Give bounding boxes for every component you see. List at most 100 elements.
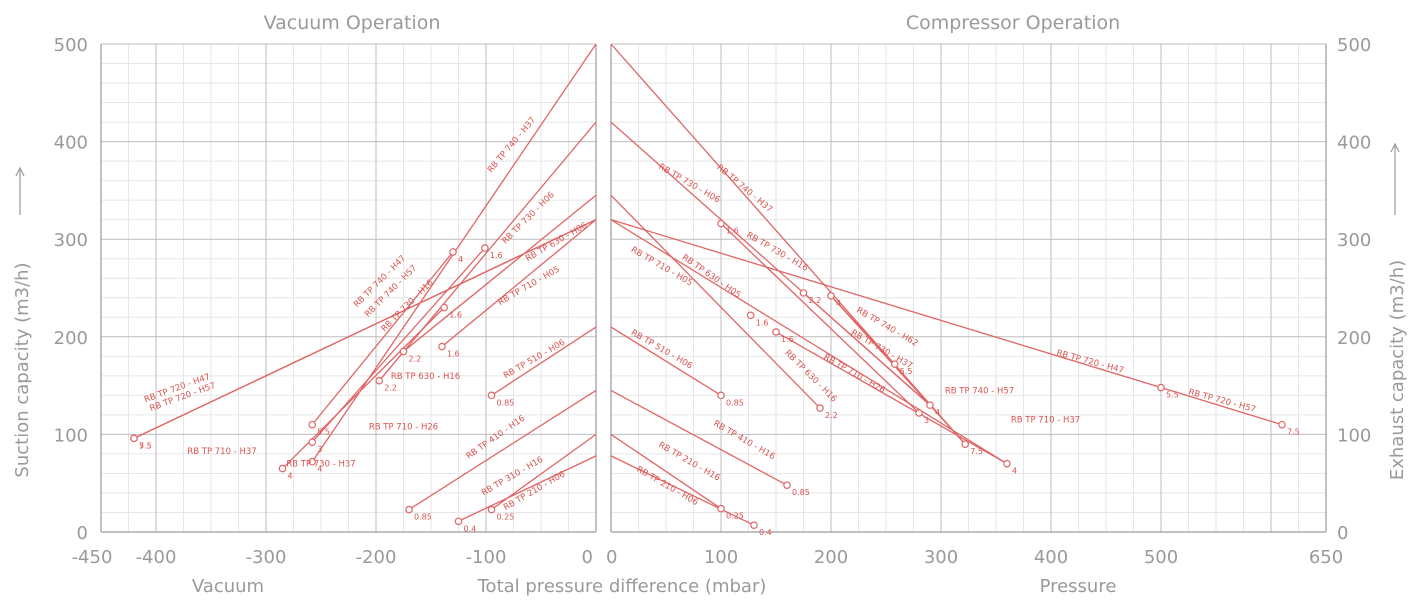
point-label: 0.85 [497,398,515,407]
data-point [399,347,408,356]
data-point [915,409,923,417]
data-point [375,376,384,385]
y-arrow-left-icon [15,166,25,215]
point-label: 0.25 [497,513,515,522]
point-label: 2.2 [384,384,397,393]
data-point [961,440,970,448]
y-tick-label-right: 300 [1337,230,1371,251]
point-label: 4 [288,472,293,481]
point-label: 2.2 [825,411,838,420]
model-label: RB TP 210 - H06 [634,465,699,508]
y-tick-label-left: 500 [54,35,88,56]
series-line [311,251,454,426]
data-point [487,391,496,400]
point-label: 1.6 [449,311,462,320]
y-axis-label-left: Suction capacity (m3/h) [12,262,33,477]
series-line [610,389,788,486]
x-axis-label-vacuum: Vacuum [192,576,264,597]
point-label: 7.5 [139,441,152,450]
data-point [717,391,725,400]
series-line [458,455,597,522]
point-label: 5.5 [317,428,330,437]
data-point [1157,383,1165,392]
gridlines [100,43,1327,533]
x-tick-label: 650 [1309,547,1343,568]
x-tick-label: 100 [704,547,738,568]
x-tick-label: 0 [582,547,593,568]
data-point [454,517,463,526]
model-label: RB TP 720 - H57 [1187,387,1257,415]
point-label: 1.6 [756,318,769,327]
series-line [720,223,920,414]
point-label: 1.6 [490,251,503,260]
data-point [481,244,489,252]
point-label: 5.5 [900,367,913,376]
x-tick-label: -300 [246,547,287,568]
x-tick-label: 200 [814,547,848,568]
model-label: RB TP 730 - H16 [744,230,809,273]
series-line [491,326,597,396]
data-point [827,292,835,300]
series-line [408,389,597,511]
y-tick-label-left: 200 [54,328,88,349]
series-line [441,219,597,348]
x-tick-label: 500 [1144,547,1178,568]
x-axis-label-pressure: Pressure [1040,576,1117,597]
series-line [803,292,931,406]
data-point [783,481,791,489]
model-label: RB TP 740 - H37 [486,115,538,175]
data-point [487,505,496,514]
point-label: 4 [935,408,940,417]
data-point [438,342,446,351]
point-label: 0.25 [726,512,744,521]
point-label: 7.5 [970,447,983,456]
model-label: RB TP 710 - H26 [369,423,438,433]
data-point [717,504,725,513]
point-label: 0.85 [792,488,810,497]
point-label: 1.6 [447,350,460,359]
data-point [1003,459,1011,468]
point-label: 7.5 [1287,428,1300,437]
y-tick-label-left: 100 [54,425,88,446]
series-line [610,326,722,396]
series-line [610,219,1162,389]
point-label: 3 [924,416,929,425]
point-label: 4 [317,465,322,474]
x-tick-label: 400 [1034,547,1068,568]
series-line [830,295,896,365]
x-tick-label: -200 [356,547,397,568]
series-line [378,121,597,382]
y-tick-label-right: 500 [1337,35,1371,56]
y-tick-label-right: 0 [1337,523,1348,544]
point-label: 1.6 [781,335,794,344]
series-line [1160,386,1283,426]
data-point [449,248,457,256]
tick-labels: -450 -400 -300 -200 -100 0 0 100 200 300 400 500 650… [54,35,1372,568]
series-line [133,219,597,439]
data-point [405,505,413,514]
model-label: RB TP 730 - H06 [501,190,557,246]
data-point [1278,420,1286,429]
data-point [890,360,899,368]
y-axis-label-right: Exhaust capacity (m3/h) [1387,260,1408,480]
model-label: RB TP 710 - H37 [1011,416,1080,426]
data-point [816,404,824,412]
series-lines [133,43,1283,526]
model-label: RB TP 630 - H16 [391,372,460,382]
point-label: 0.4 [464,524,477,533]
data-point [440,303,449,312]
y-tick-label-right: 100 [1337,425,1371,446]
model-label: RB TP 740 - H57 [945,386,1014,396]
point-label: 3 [317,445,322,454]
point-label: 0.85 [726,398,744,407]
model-label: RB TP 720 - H47 [1055,348,1125,376]
data-point [308,457,317,466]
x-tick-label: 300 [924,547,958,568]
series-line [610,219,1008,465]
data-point [717,219,725,228]
data-point [750,521,758,529]
x-tick-label: -450 [72,547,113,568]
series-line [403,194,597,352]
data-point [746,311,755,320]
y-arrow-right-icon [1390,142,1400,215]
